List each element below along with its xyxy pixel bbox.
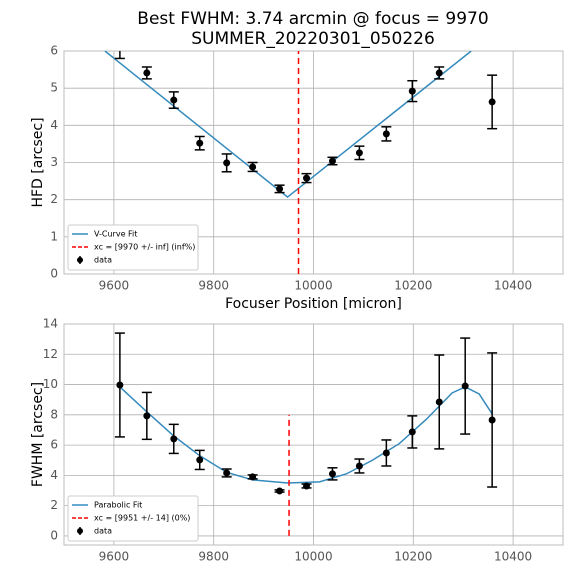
data-point (223, 159, 231, 167)
data-point (116, 381, 124, 389)
y-axis-label: HFD [arcsec] (30, 117, 46, 207)
legend-label: Parabolic Fit (94, 501, 142, 510)
legend-label: xc = [9970 +/- inf] (inf%) (94, 243, 195, 252)
y-tick-label: 12 (43, 347, 58, 361)
data-point (435, 69, 443, 77)
x-tick-label: 9800 (198, 279, 229, 293)
legend-label: data (94, 527, 112, 536)
x-axis-label: Focuser Position [micron] (225, 296, 402, 312)
fit-line (104, 51, 472, 199)
data-point (196, 139, 204, 147)
data-point (328, 470, 336, 478)
data-point (116, 44, 123, 51)
y-tick-label: 1 (50, 229, 58, 243)
figure-title: Best FWHM: 3.74 arcmin @ focus = 9970 (137, 9, 488, 29)
data-point (488, 416, 496, 424)
data-point (170, 96, 178, 104)
data-point (276, 487, 284, 495)
data-point (408, 428, 416, 436)
data-point (249, 163, 257, 171)
y-tick-label: 4 (50, 468, 58, 482)
x-tick-label: 10400 (494, 279, 532, 293)
x-tick-label: 10000 (294, 279, 332, 293)
data-point (143, 69, 151, 77)
y-axis-label: FWHM [arcsec] (30, 382, 46, 487)
y-tick-label: 8 (50, 407, 58, 421)
data-point (276, 185, 284, 193)
x-tick-label: 10000 (294, 550, 332, 564)
data-point (303, 174, 311, 182)
x-tick-label: 9600 (99, 550, 130, 564)
y-tick-label: 6 (50, 44, 58, 58)
x-tick-label: 9600 (99, 279, 130, 293)
axes-frame (63, 50, 564, 275)
data-point (382, 130, 390, 138)
data-point (408, 87, 416, 95)
figure-subtitle: SUMMER_20220301_050226 (191, 29, 435, 49)
data-point (488, 98, 496, 106)
legend-swatch (77, 528, 83, 534)
x-tick-label: 10400 (494, 550, 532, 564)
y-tick-label: 0 (50, 267, 58, 281)
legend-label: xc = [9951 +/- 14] (0%) (94, 514, 190, 523)
axes-frame (63, 323, 564, 546)
y-tick-label: 5 (50, 81, 58, 95)
y-tick-label: 6 (50, 438, 58, 452)
legend-label: data (94, 256, 112, 265)
legend-box (67, 495, 199, 542)
data-point (328, 157, 336, 165)
legend-swatch (77, 257, 83, 263)
y-tick-label: 2 (50, 192, 58, 206)
data-point (382, 449, 390, 457)
legend-label: V-Curve Fit (94, 230, 137, 239)
y-tick-label: 2 (50, 498, 58, 512)
y-tick-label: 0 (50, 528, 58, 542)
legend-box (67, 224, 199, 271)
data-point (143, 412, 151, 420)
data-point (355, 462, 363, 470)
data-point (355, 149, 363, 157)
y-tick-label: 4 (50, 118, 58, 132)
y-tick-label: 10 (43, 377, 58, 391)
y-tick-label: 3 (50, 155, 58, 169)
data-point (170, 435, 178, 443)
data-point (196, 456, 204, 464)
y-tick-label: 14 (43, 317, 58, 331)
data-point (435, 398, 443, 406)
plot-marks (104, 44, 498, 274)
data-point (223, 469, 231, 477)
data-point (249, 473, 257, 481)
x-tick-label: 10200 (394, 550, 432, 564)
data-point (461, 382, 469, 390)
plot-marks (114, 332, 498, 536)
error-bar (114, 51, 125, 60)
x-tick-label: 9800 (198, 550, 229, 564)
x-tick-label: 10200 (394, 279, 432, 293)
data-point (303, 482, 311, 490)
